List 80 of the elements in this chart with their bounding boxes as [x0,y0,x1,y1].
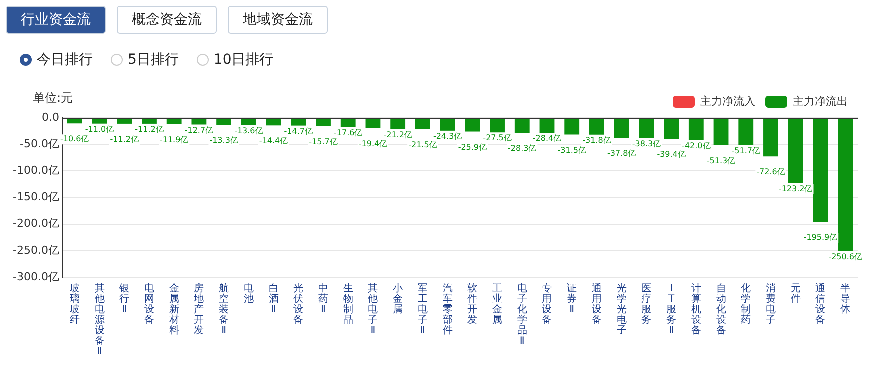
data-label: -17.6亿 [334,128,363,138]
x-tick-label: 光伏设备 [294,282,304,326]
text: 地域资金流 [228,6,328,34]
data-label: -13.6亿 [234,126,264,136]
x-tick-label: 计算机设备 [691,282,702,336]
data-label: -27.5亿 [483,134,512,143]
x-tick-label: 中药Ⅱ [318,282,328,316]
x-tick-label: 消费电子 [766,282,776,326]
data-label: -42.0亿 [682,141,711,150]
x-tick-label: 通信设备 [816,282,826,326]
x-tick-label: 软件开发 [468,282,478,326]
data-label: -51.7亿 [732,146,760,156]
x-tick-label: 医疗服务 [642,283,652,326]
data-label: -39.4亿 [657,150,686,160]
data-label: -195.9亿 [804,233,838,242]
y-tick-label: -300.0亿 [12,270,60,284]
x-tick-label: 半导体 [840,282,851,316]
y-tick-label: 0.0 [42,110,60,124]
x-tick-label: 电子化学品Ⅱ [517,282,528,347]
text: 5日排行 [128,51,179,69]
x-tick-label: 自动化设备 [716,282,726,336]
data-label: -31.5亿 [558,146,586,155]
x-tick-label: 其他电子Ⅱ [368,282,378,336]
x-tick-label: 光学光电子 [616,282,627,336]
data-label: -21.2亿 [384,130,412,140]
x-tick-label: 航空装备Ⅱ [219,282,230,336]
data-label: -31.8亿 [582,136,612,145]
legend-label: 主力净流入 [700,94,756,108]
data-label: -123.2亿 [778,184,813,194]
data-label: -25.9亿 [458,142,488,152]
y-tick-label: -100.0亿 [12,164,60,178]
data-label: -14.7亿 [284,126,313,136]
data-label: -28.3亿 [508,144,537,154]
data-label: -11.9亿 [160,135,189,144]
y-tick-label: -200.0亿 [12,217,60,230]
x-tick-label: 房地产开发 [193,282,204,336]
x-tick-label: 其他电源设备Ⅱ [94,282,105,358]
y-tick-label: -50.0亿 [20,137,60,150]
data-label: -13.3亿 [210,136,238,146]
legend-label: 主力净流出 [793,94,848,108]
x-tick-label: 汽车零部件 [442,282,453,336]
data-label: -38.3亿 [632,139,662,148]
text: 10日排行 [214,51,274,69]
x-tick-label: 电池 [244,282,254,305]
y-tick-label: -150.0亿 [12,190,60,204]
data-label: -12.7亿 [184,126,214,135]
text: 行业资金流 [6,6,106,34]
x-tick-label: 电网设备 [144,282,154,326]
x-tick-label: 小金属 [393,282,404,316]
data-label: -24.3亿 [433,132,462,141]
data-label: -10.6亿 [60,134,90,144]
data-label: -250.6亿 [828,252,862,262]
x-tick-label: 通用设备 [592,282,602,326]
y-tick-label: -250.0亿 [12,244,60,257]
data-label: -72.6亿 [756,168,786,177]
data-label: -19.4亿 [358,139,388,148]
data-label: -37.8亿 [607,149,636,158]
x-tick-label: 生物制品 [343,282,354,326]
x-tick-label: 银行Ⅱ [118,283,130,316]
x-tick-label: IT服务Ⅱ [666,283,677,336]
data-label: -11.2亿 [135,125,164,134]
data-label: -51.3亿 [706,156,736,166]
y-axis-title: 单位:元 [33,90,74,107]
x-tick-label: 军工电子Ⅱ [418,283,428,336]
text: 今日排行 [37,51,93,69]
x-tick-label: 证券Ⅱ [567,282,578,316]
x-tick-label: 金属新材料 [168,282,180,336]
data-label: -21.5亿 [408,140,438,150]
x-tick-label: 白酒Ⅱ [268,282,279,316]
data-label: -15.7亿 [309,137,338,146]
data-label: -11.0亿 [85,124,114,134]
x-tick-label: 化学制药 [741,282,752,326]
text: 概念资金流 [117,6,217,34]
x-tick-label: 工业金属 [492,283,503,326]
data-label: -28.4亿 [532,134,562,144]
x-tick-label: 元件 [790,283,801,305]
x-tick-label: 玻璃玻纤 [70,282,80,326]
x-tick-label: 专用设备 [542,282,552,326]
data-label: -11.2亿 [110,135,139,144]
data-label: -14.4亿 [259,136,288,146]
